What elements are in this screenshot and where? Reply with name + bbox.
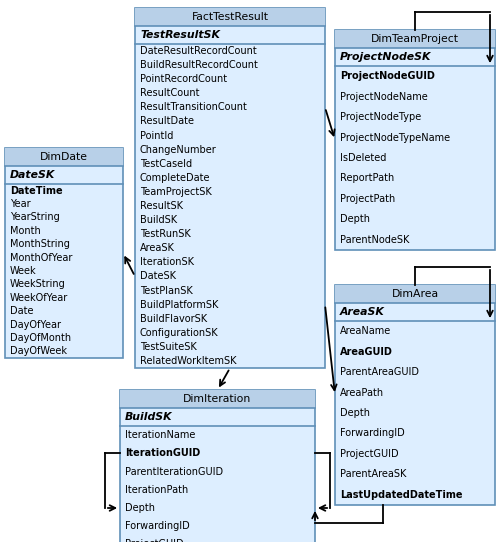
Text: IterationGUID: IterationGUID bbox=[125, 448, 200, 459]
Text: BuildSK: BuildSK bbox=[140, 215, 177, 225]
Text: TestRunSK: TestRunSK bbox=[140, 229, 190, 239]
Text: AreaGUID: AreaGUID bbox=[339, 347, 392, 357]
Text: ProjectGUID: ProjectGUID bbox=[339, 449, 398, 459]
Text: BuildPlatformSK: BuildPlatformSK bbox=[140, 300, 218, 309]
Text: ResultSK: ResultSK bbox=[140, 201, 183, 211]
Bar bbox=[334, 30, 494, 48]
Text: PointRecordCount: PointRecordCount bbox=[140, 74, 226, 84]
Text: IterationName: IterationName bbox=[125, 430, 195, 440]
Text: ReportPath: ReportPath bbox=[339, 173, 393, 183]
Text: ProjectNodeGUID: ProjectNodeGUID bbox=[339, 71, 434, 81]
Text: CompleteDate: CompleteDate bbox=[140, 173, 210, 183]
Text: ParentAreaSK: ParentAreaSK bbox=[339, 469, 406, 479]
Text: AreaSK: AreaSK bbox=[339, 307, 384, 317]
Text: DimTeamProject: DimTeamProject bbox=[370, 34, 458, 44]
Text: Depth: Depth bbox=[339, 408, 369, 418]
Text: ParentIterationGUID: ParentIterationGUID bbox=[125, 467, 222, 476]
Text: DayOfMonth: DayOfMonth bbox=[10, 333, 71, 343]
Text: FactTestResult: FactTestResult bbox=[191, 12, 268, 22]
Text: IterationPath: IterationPath bbox=[125, 485, 188, 495]
Text: Month: Month bbox=[10, 226, 41, 236]
Text: RelatedWorkItemSK: RelatedWorkItemSK bbox=[140, 356, 236, 366]
Text: ForwardingID: ForwardingID bbox=[125, 521, 189, 531]
Text: WeekString: WeekString bbox=[10, 279, 66, 289]
Text: ChangeNumber: ChangeNumber bbox=[140, 145, 216, 154]
Text: MonthString: MonthString bbox=[10, 239, 70, 249]
Text: TestResultSK: TestResultSK bbox=[140, 30, 219, 40]
Text: DimArea: DimArea bbox=[391, 289, 438, 299]
Text: ResultTransitionCount: ResultTransitionCount bbox=[140, 102, 246, 112]
Text: ProjectGUID: ProjectGUID bbox=[125, 539, 183, 542]
Bar bbox=[334, 30, 494, 250]
Text: BuildFlavorSK: BuildFlavorSK bbox=[140, 314, 207, 324]
Text: AreaPath: AreaPath bbox=[339, 388, 383, 397]
Text: Depth: Depth bbox=[339, 214, 369, 224]
Text: ConfigurationSK: ConfigurationSK bbox=[140, 328, 218, 338]
Text: AreaSK: AreaSK bbox=[140, 243, 174, 253]
Text: TeamProjectSK: TeamProjectSK bbox=[140, 187, 211, 197]
Text: TestSuiteSK: TestSuiteSK bbox=[140, 342, 196, 352]
Text: ProjectNodeType: ProjectNodeType bbox=[339, 112, 420, 122]
Text: ProjectNodeTypeName: ProjectNodeTypeName bbox=[339, 133, 449, 143]
Text: BuildSK: BuildSK bbox=[125, 412, 172, 422]
Text: ParentAreaGUID: ParentAreaGUID bbox=[339, 367, 418, 377]
Text: ResultDate: ResultDate bbox=[140, 117, 193, 126]
Bar bbox=[334, 285, 494, 303]
Text: DateSK: DateSK bbox=[140, 272, 176, 281]
Text: DateSK: DateSK bbox=[10, 170, 55, 180]
Bar bbox=[135, 8, 324, 368]
Text: DateResultRecordCount: DateResultRecordCount bbox=[140, 46, 256, 56]
Bar bbox=[120, 390, 314, 408]
Text: DateTime: DateTime bbox=[10, 186, 63, 196]
Bar bbox=[120, 390, 314, 542]
Text: IterationSK: IterationSK bbox=[140, 257, 193, 267]
Text: TestPlanSK: TestPlanSK bbox=[140, 286, 192, 295]
Bar bbox=[135, 8, 324, 26]
Text: LastUpdatedDateTime: LastUpdatedDateTime bbox=[339, 490, 461, 500]
Text: WeekOfYear: WeekOfYear bbox=[10, 293, 68, 303]
Text: PointId: PointId bbox=[140, 131, 173, 140]
Text: DayOfYear: DayOfYear bbox=[10, 320, 61, 330]
Text: BuildResultRecordCount: BuildResultRecordCount bbox=[140, 60, 258, 70]
Text: ProjectNodeSK: ProjectNodeSK bbox=[339, 52, 430, 62]
Text: AreaName: AreaName bbox=[339, 326, 390, 336]
Text: DimIteration: DimIteration bbox=[183, 394, 251, 404]
Text: IsDeleted: IsDeleted bbox=[339, 153, 386, 163]
Text: DimDate: DimDate bbox=[40, 152, 88, 162]
Text: Year: Year bbox=[10, 199, 31, 209]
Text: Depth: Depth bbox=[125, 503, 155, 513]
Bar bbox=[5, 148, 123, 358]
Text: ParentNodeSK: ParentNodeSK bbox=[339, 235, 408, 245]
Bar bbox=[334, 285, 494, 505]
Text: ForwardingID: ForwardingID bbox=[339, 428, 404, 438]
Text: MonthOfYear: MonthOfYear bbox=[10, 253, 72, 263]
Text: Date: Date bbox=[10, 306, 34, 316]
Text: DayOfWeek: DayOfWeek bbox=[10, 346, 67, 356]
Text: ProjectNodeName: ProjectNodeName bbox=[339, 92, 427, 102]
Text: ResultCount: ResultCount bbox=[140, 88, 199, 98]
Text: ProjectPath: ProjectPath bbox=[339, 194, 394, 204]
Text: YearString: YearString bbox=[10, 212, 60, 222]
Bar bbox=[5, 148, 123, 166]
Text: TestCaseId: TestCaseId bbox=[140, 159, 192, 169]
Text: Week: Week bbox=[10, 266, 37, 276]
